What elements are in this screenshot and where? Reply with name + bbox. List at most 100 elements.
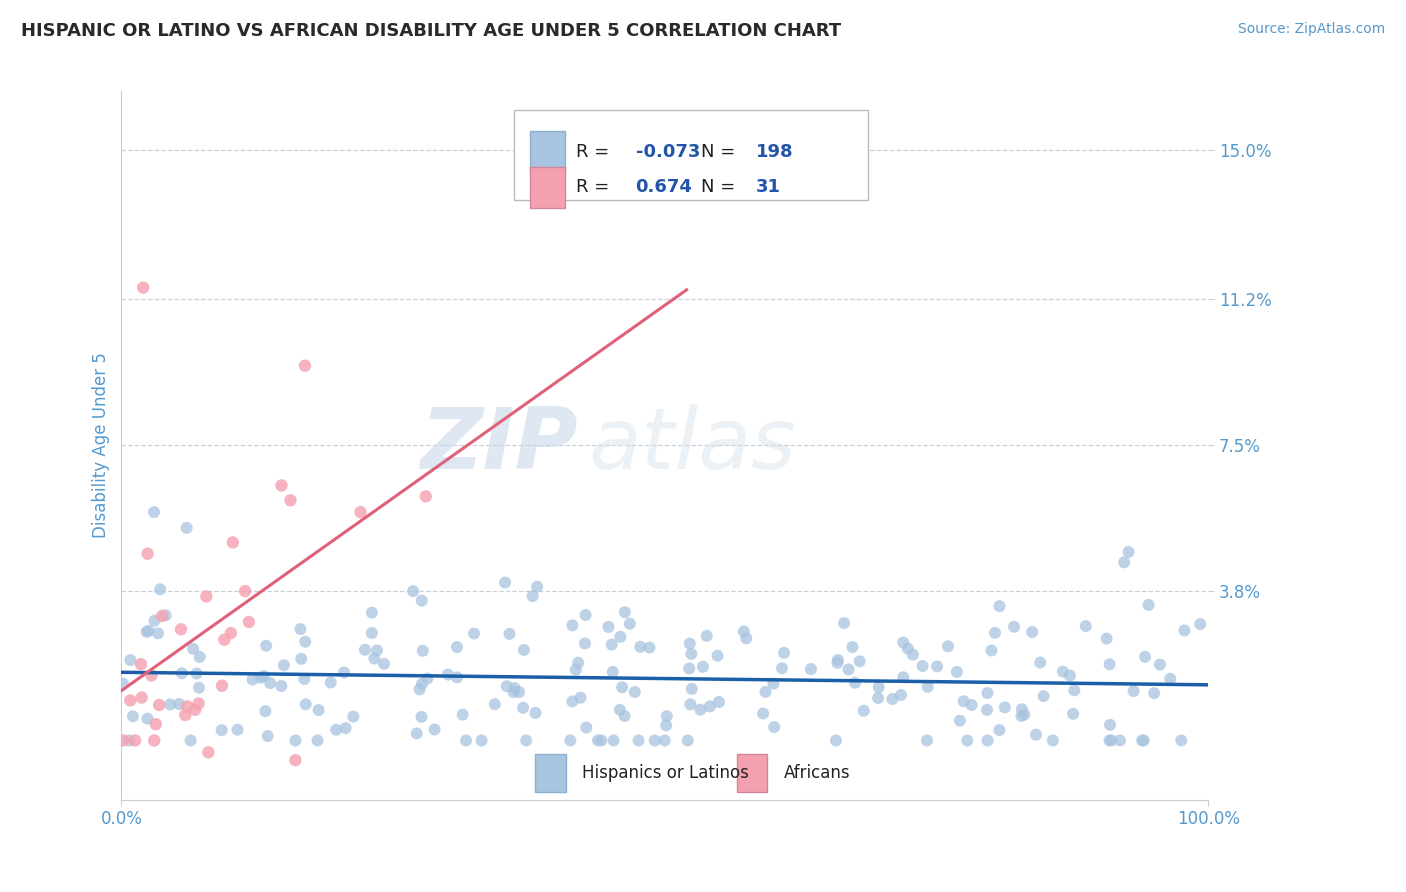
Text: N =: N =: [702, 178, 741, 196]
Point: [1133, 733, 1156, 747]
Point: [574, 636, 596, 650]
Point: [120, 693, 142, 707]
Point: [1042, 733, 1064, 747]
Point: [222, 535, 245, 549]
Point: [254, 704, 277, 718]
Point: [754, 685, 776, 699]
Point: [412, 644, 434, 658]
Point: [522, 589, 544, 603]
Point: [733, 624, 755, 639]
Point: [960, 698, 983, 712]
Point: [600, 638, 623, 652]
Point: [290, 652, 312, 666]
Point: [411, 710, 433, 724]
Point: [911, 659, 934, 673]
Point: [149, 582, 172, 597]
Point: [186, 666, 208, 681]
Y-axis label: Disability Age Under 5: Disability Age Under 5: [93, 352, 110, 538]
Point: [136, 547, 159, 561]
Point: [294, 359, 316, 373]
Point: [988, 599, 1011, 614]
Text: 0.674: 0.674: [636, 178, 693, 196]
Point: [484, 697, 506, 711]
Point: [132, 281, 155, 295]
Text: Source: ZipAtlas.com: Source: ZipAtlas.com: [1237, 22, 1385, 37]
Text: HISPANIC OR LATINO VS AFRICAN DISABILITY AGE UNDER 5 CORRELATION CHART: HISPANIC OR LATINO VS AFRICAN DISABILITY…: [21, 22, 841, 40]
Point: [1109, 733, 1132, 747]
Point: [692, 660, 714, 674]
Point: [446, 640, 468, 654]
Point: [609, 703, 631, 717]
Point: [463, 626, 485, 640]
Point: [1011, 709, 1033, 723]
Point: [181, 641, 204, 656]
Point: [416, 672, 439, 686]
Point: [111, 676, 134, 690]
Point: [678, 661, 700, 675]
Point: [284, 733, 307, 747]
Point: [586, 733, 609, 747]
Point: [952, 694, 974, 708]
Text: Hispanics or Latinos: Hispanics or Latinos: [582, 764, 749, 782]
Point: [146, 626, 169, 640]
Point: [342, 709, 364, 723]
Point: [249, 671, 271, 685]
Point: [361, 606, 384, 620]
Point: [1025, 728, 1047, 742]
Text: R =: R =: [575, 143, 614, 161]
Point: [956, 733, 979, 747]
Point: [256, 729, 278, 743]
Point: [135, 624, 157, 639]
Point: [308, 703, 330, 717]
Point: [1059, 668, 1081, 682]
Point: [565, 663, 588, 677]
Point: [915, 733, 938, 747]
Point: [290, 622, 312, 636]
Point: [706, 648, 728, 663]
Point: [752, 706, 775, 721]
Point: [512, 700, 534, 714]
Point: [848, 654, 870, 668]
Point: [1074, 619, 1097, 633]
Point: [560, 733, 582, 747]
Point: [124, 733, 146, 747]
Point: [333, 665, 356, 680]
Point: [1021, 625, 1043, 640]
Point: [891, 670, 914, 684]
Point: [844, 675, 866, 690]
Point: [707, 695, 730, 709]
Point: [188, 650, 211, 665]
Point: [609, 630, 631, 644]
Point: [494, 575, 516, 590]
Point: [1062, 706, 1084, 721]
Point: [1130, 733, 1153, 747]
Point: [211, 723, 233, 738]
Point: [155, 608, 177, 623]
Text: 198: 198: [755, 143, 793, 161]
Point: [852, 704, 875, 718]
Point: [366, 643, 388, 657]
Point: [526, 580, 548, 594]
Point: [294, 698, 316, 712]
Point: [1133, 649, 1156, 664]
Point: [689, 703, 711, 717]
Point: [437, 667, 460, 681]
Point: [270, 478, 292, 492]
Point: [644, 733, 666, 747]
Point: [405, 726, 427, 740]
Point: [827, 653, 849, 667]
Point: [197, 745, 219, 759]
Point: [628, 640, 651, 654]
Point: [638, 640, 661, 655]
Point: [868, 691, 890, 706]
Point: [1099, 733, 1122, 747]
Point: [1143, 686, 1166, 700]
Point: [136, 712, 159, 726]
Point: [567, 656, 589, 670]
Point: [1002, 620, 1025, 634]
Point: [195, 590, 218, 604]
Point: [681, 681, 703, 696]
Point: [131, 690, 153, 705]
Point: [188, 681, 211, 695]
Point: [1173, 624, 1195, 638]
